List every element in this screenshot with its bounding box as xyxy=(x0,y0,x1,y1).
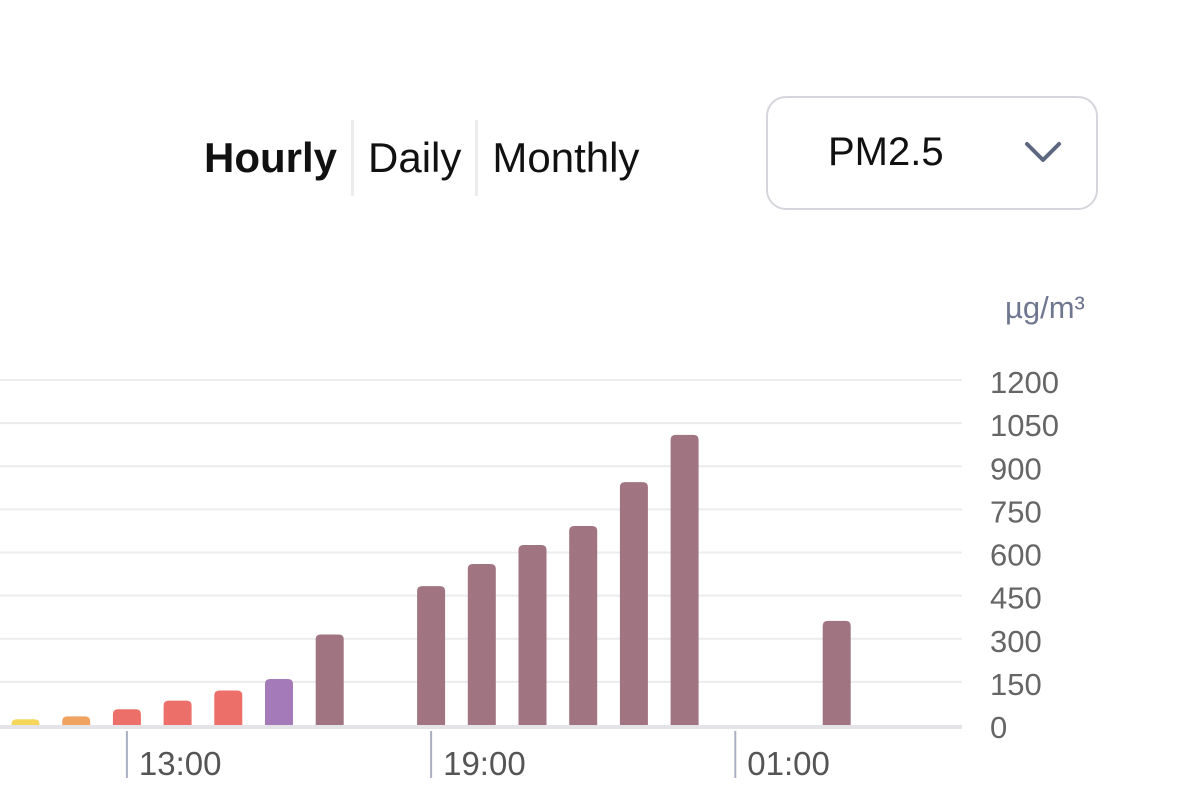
bar-23:00 xyxy=(619,482,648,725)
bar-11:00 xyxy=(11,719,40,725)
bar-20:00 xyxy=(467,564,496,725)
bar-00:00 xyxy=(670,434,699,725)
tab-divider xyxy=(475,120,479,196)
pollutant-select-value: PM2.5 xyxy=(828,130,944,174)
bar-17:00 xyxy=(315,634,344,725)
y-tick-label: 900 xyxy=(990,451,1042,486)
y-tick-label: 300 xyxy=(990,624,1042,659)
bar-14:00 xyxy=(163,700,192,725)
tab-daily[interactable]: Daily xyxy=(368,134,462,181)
tab-monthly[interactable]: Monthly xyxy=(492,134,640,181)
x-tick-label: 13:00 xyxy=(139,745,222,782)
tab-divider xyxy=(351,120,355,196)
bar-12:00 xyxy=(62,716,91,725)
y-tick-label: 450 xyxy=(990,581,1042,616)
y-tick-label: 1200 xyxy=(990,365,1059,400)
time-range-tabs: Hourly Daily Monthly xyxy=(190,120,653,196)
y-tick-label: 750 xyxy=(990,494,1042,529)
y-axis-unit: µg/m³ xyxy=(1005,290,1085,325)
bar-19:00 xyxy=(417,586,446,725)
bar-15:00 xyxy=(214,690,243,725)
bar-21:00 xyxy=(518,545,547,725)
y-tick-label: 150 xyxy=(990,667,1042,702)
pollutant-select[interactable]: PM2.5 xyxy=(766,96,1098,210)
bar-22:00 xyxy=(569,526,598,725)
y-tick-label: 1050 xyxy=(990,408,1059,443)
x-tick-label: 19:00 xyxy=(443,745,526,782)
tab-hourly[interactable]: Hourly xyxy=(204,134,338,181)
chevron-down-icon xyxy=(1025,142,1061,162)
y-tick-label: 0 xyxy=(990,710,1007,745)
y-tick-label: 600 xyxy=(990,538,1042,573)
bar-13:00 xyxy=(112,709,141,725)
bar-16:00 xyxy=(265,679,293,725)
x-tick-label: 01:00 xyxy=(747,745,830,782)
bar-03:00 xyxy=(822,620,851,725)
